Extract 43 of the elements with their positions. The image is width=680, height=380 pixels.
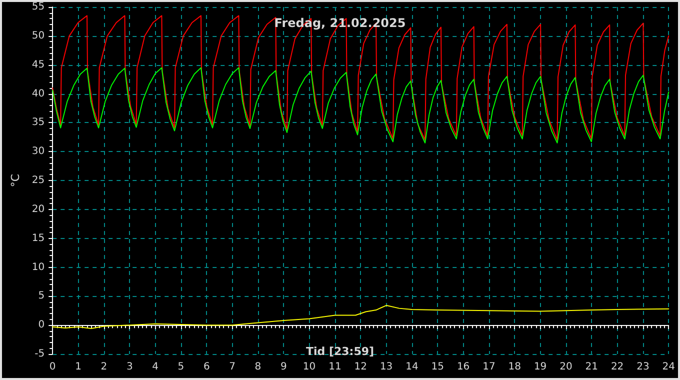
y-tick-label: 35 <box>32 117 45 128</box>
line-series <box>52 67 670 144</box>
x-tick-label: 2 <box>100 362 108 372</box>
x-tick-label: 17 <box>482 362 496 372</box>
x-tick-label: 21 <box>585 362 598 372</box>
y-tick-label: 15 <box>32 232 45 244</box>
x-tick-label: 16 <box>456 362 470 372</box>
x-tick-label: 6 <box>203 362 210 372</box>
x-axis-title: Tid [23:59] <box>306 345 374 358</box>
y-tick-label: 5 <box>38 290 45 302</box>
x-tick-label: 9 <box>280 362 287 372</box>
y-tick-label: 50 <box>32 30 45 42</box>
x-tick-label: 8 <box>254 362 262 372</box>
y-tick-label: 0 <box>38 320 45 331</box>
x-tick-label: 24 <box>662 362 676 372</box>
y-tick-label: 30 <box>32 146 45 158</box>
y-axis-title: °C <box>9 174 22 188</box>
x-tick-label: 13 <box>380 362 393 372</box>
x-tick-label: 3 <box>126 362 133 372</box>
x-tick-label: 0 <box>49 362 56 372</box>
x-tick-label: 22 <box>610 362 624 372</box>
line-series <box>52 15 670 141</box>
x-tick-label: 4 <box>152 362 158 372</box>
x-tick-label: 14 <box>406 362 418 372</box>
x-tick-label: 20 <box>560 362 572 372</box>
x-tick-label: 11 <box>328 362 342 372</box>
y-tick-label: 25 <box>32 175 45 186</box>
x-tick-label: 23 <box>636 362 650 372</box>
line-series <box>52 304 670 330</box>
x-tick-label: 1 <box>75 362 82 372</box>
y-tick-label: 55 <box>32 2 45 12</box>
y-tick-label: -5 <box>34 348 45 360</box>
x-tick-label: 5 <box>178 362 184 372</box>
y-tick-label: 45 <box>32 59 45 70</box>
x-tick-label: 19 <box>534 362 547 372</box>
x-tick-label: 7 <box>229 362 236 372</box>
y-tick-label: 20 <box>32 204 45 215</box>
x-tick-label: 10 <box>302 362 316 372</box>
y-tick-label: 40 <box>32 88 45 100</box>
x-tick-label: 18 <box>508 362 521 372</box>
y-tick-label: 10 <box>32 262 45 273</box>
x-tick-label: 15 <box>431 362 444 372</box>
x-tick-label: 12 <box>354 362 367 372</box>
